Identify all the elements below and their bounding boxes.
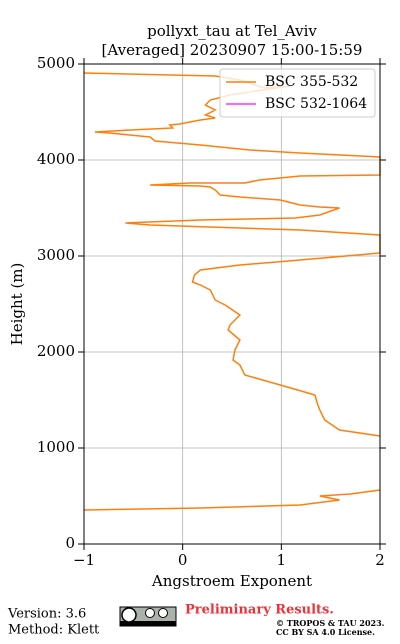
x-tick-label: 2 [375,551,385,569]
x-tick-label: −1 [73,551,95,569]
preliminary-notice: Preliminary Results. [185,603,334,618]
chart-subtitle: [Averaged] 20230907 15:00-15:59 [102,41,363,59]
data-line [83,72,381,511]
y-tick-label: 2000 [37,342,75,360]
x-tick-label: 1 [277,551,287,569]
version: Version: 3.6 [7,607,86,622]
method: Method: Klett [8,623,100,638]
legend-label: BSC 355-532 [265,74,358,90]
legend-box [219,68,376,118]
plot-frame [83,63,381,545]
x-tick-label: 0 [178,551,188,569]
cc-logo [119,606,177,627]
y-tick-label: 4000 [37,150,75,168]
chart-title: pollyxt_tau at Tel_Aviv [147,22,317,40]
y-tick-label: 3000 [37,246,75,264]
license: CC BY SA 4.0 License. [276,627,375,637]
copyright: © TROPOS & TAU 2023. [276,618,385,628]
y-axis-label: Height (m) [8,263,26,346]
y-tick-label: 5000 [37,54,75,72]
x-axis-label: Angstroem Exponent [151,572,312,590]
legend-label: BSC 532-1064 [265,96,367,112]
y-tick-label: 0 [65,534,75,552]
y-tick-label: 1000 [37,438,75,456]
